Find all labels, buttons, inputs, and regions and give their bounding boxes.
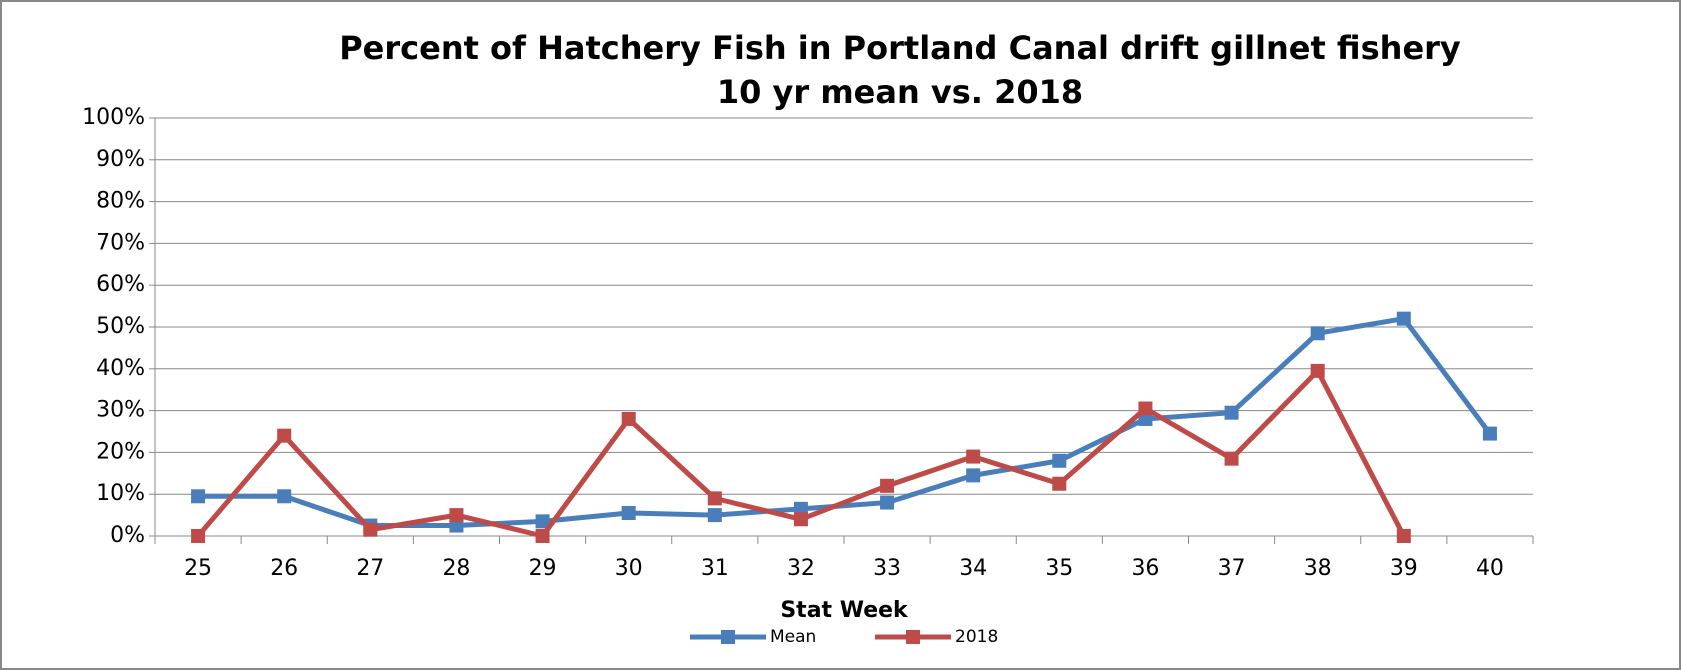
y-tick-label: 50% bbox=[96, 314, 145, 339]
legend-label: Mean bbox=[770, 627, 816, 647]
data-point bbox=[1224, 451, 1239, 466]
data-point bbox=[277, 489, 292, 504]
series-line bbox=[198, 316, 1492, 529]
data-point bbox=[1052, 476, 1067, 491]
x-tick-label: 38 bbox=[1304, 556, 1332, 581]
data-point bbox=[1310, 363, 1325, 378]
x-tick-label: 29 bbox=[529, 556, 557, 581]
y-tick-label: 0% bbox=[110, 523, 145, 548]
data-point bbox=[1310, 326, 1325, 341]
x-tick-label: 36 bbox=[1131, 556, 1159, 581]
x-axis-title: Stat Week bbox=[780, 598, 909, 623]
data-point bbox=[966, 449, 981, 464]
chart-title: Percent of Hatchery Fish in Portland Can… bbox=[339, 29, 1461, 67]
data-point bbox=[535, 529, 550, 543]
y-tick-label: 10% bbox=[96, 481, 145, 506]
data-point bbox=[793, 512, 808, 527]
data-point bbox=[1396, 311, 1411, 326]
x-tick-label: 30 bbox=[615, 556, 643, 581]
data-point bbox=[535, 514, 550, 529]
legend-label: 2018 bbox=[955, 627, 998, 647]
data-point bbox=[621, 411, 636, 426]
x-tick-label: 33 bbox=[873, 556, 901, 581]
x-tick-label: 26 bbox=[270, 556, 298, 581]
data-point bbox=[707, 491, 722, 506]
data-point bbox=[1052, 453, 1067, 468]
y-tick-label: 70% bbox=[96, 230, 145, 255]
data-point bbox=[1482, 426, 1497, 441]
x-tick-label: 40 bbox=[1476, 556, 1504, 581]
legend-marker bbox=[721, 630, 735, 644]
y-tick-label: 40% bbox=[96, 356, 145, 381]
x-tick-label: 35 bbox=[1045, 556, 1073, 581]
data-point bbox=[191, 489, 206, 504]
x-tick-label: 31 bbox=[701, 556, 729, 581]
y-tick-label: 20% bbox=[96, 439, 145, 464]
chart-title: 10 yr mean vs. 2018 bbox=[717, 73, 1083, 111]
data-point bbox=[880, 478, 895, 493]
data-point bbox=[191, 529, 206, 543]
y-tick-label: 80% bbox=[96, 189, 145, 214]
x-tick-label: 28 bbox=[442, 556, 470, 581]
y-tick-label: 90% bbox=[96, 147, 145, 172]
x-tick-label: 27 bbox=[356, 556, 384, 581]
data-point bbox=[1224, 405, 1239, 420]
x-tick-label: 32 bbox=[787, 556, 815, 581]
x-tick-label: 25 bbox=[184, 556, 212, 581]
y-tick-label: 30% bbox=[96, 398, 145, 423]
data-point bbox=[707, 508, 722, 523]
data-point bbox=[1396, 529, 1411, 543]
data-point bbox=[880, 495, 895, 510]
data-point bbox=[966, 468, 981, 483]
x-tick-label: 34 bbox=[959, 556, 987, 581]
x-tick-label: 37 bbox=[1218, 556, 1246, 581]
x-tick-label: 39 bbox=[1390, 556, 1418, 581]
y-tick-label: 60% bbox=[96, 272, 145, 297]
data-point bbox=[277, 428, 292, 443]
data-point bbox=[1138, 401, 1153, 416]
data-point bbox=[449, 508, 464, 523]
data-point bbox=[621, 506, 636, 521]
data-point bbox=[363, 522, 378, 537]
legend-marker bbox=[906, 630, 920, 644]
y-tick-label: 100% bbox=[82, 105, 145, 130]
